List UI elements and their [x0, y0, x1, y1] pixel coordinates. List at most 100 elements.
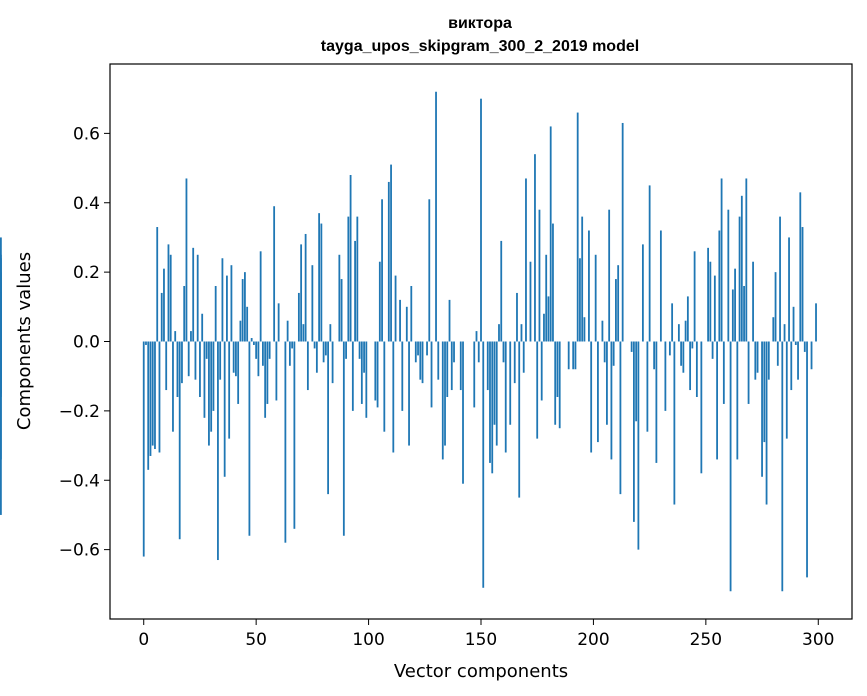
x-tick-label: 0 [138, 630, 149, 650]
bar [201, 313, 204, 342]
bar [673, 341, 676, 505]
bar [608, 209, 611, 342]
bar [217, 341, 219, 561]
bar [174, 331, 177, 342]
bar [331, 341, 334, 384]
bar [277, 303, 280, 342]
bar [450, 341, 453, 391]
bar [722, 341, 725, 404]
bar [360, 341, 363, 404]
bar [498, 324, 500, 342]
bar [381, 199, 383, 342]
bar [304, 233, 307, 342]
bar [221, 258, 224, 342]
bar [259, 251, 262, 342]
bar [792, 306, 795, 342]
bar [459, 341, 462, 391]
bar [235, 341, 237, 377]
bar [239, 320, 242, 342]
bar [356, 216, 359, 342]
bar [405, 306, 408, 342]
bar [349, 175, 352, 342]
bar [630, 341, 633, 352]
bar [275, 341, 278, 401]
bar [419, 341, 422, 380]
bar [358, 341, 361, 359]
bar [160, 292, 163, 342]
bar [776, 341, 779, 366]
bar [322, 341, 325, 363]
x-tick-label: 100 [352, 630, 384, 650]
bar [489, 341, 491, 463]
bar [338, 254, 341, 342]
bar [178, 341, 181, 540]
chart-subtitle: tayga_upos_skipgram_300_2_2019 model [321, 38, 639, 55]
bar [516, 292, 518, 342]
bar [534, 154, 536, 342]
bar [740, 195, 743, 342]
bar [579, 258, 581, 342]
bar [194, 341, 197, 380]
bar [763, 341, 766, 443]
bar [158, 341, 161, 453]
bar [441, 341, 444, 460]
bar [493, 341, 496, 425]
bar [500, 240, 503, 342]
bar [549, 126, 552, 342]
bar [554, 341, 557, 425]
bar [181, 341, 183, 384]
bar [246, 306, 249, 342]
bar [306, 341, 309, 391]
bar [176, 341, 179, 397]
bar [574, 341, 577, 370]
bar [241, 279, 244, 342]
bar [262, 341, 264, 366]
bar [686, 296, 689, 342]
bar [646, 341, 649, 432]
bar [729, 341, 732, 592]
bar [410, 286, 413, 342]
bar [390, 164, 392, 342]
bar [504, 341, 507, 453]
bar [253, 341, 255, 345]
bar [320, 223, 323, 342]
bar [342, 341, 345, 536]
bar [421, 341, 424, 384]
bar [430, 341, 433, 408]
bar [315, 341, 318, 373]
bar [340, 279, 343, 342]
bar [594, 254, 597, 342]
bar [147, 341, 150, 470]
bar [444, 341, 446, 446]
bar [731, 289, 734, 342]
bar [680, 341, 683, 366]
bar [255, 341, 258, 359]
bar [659, 230, 662, 342]
bar [219, 341, 222, 380]
bar [635, 341, 638, 422]
axes-frame [109, 63, 853, 620]
bar [738, 216, 741, 342]
bar [711, 341, 714, 359]
bar [606, 341, 608, 425]
bar [365, 341, 368, 418]
bar [190, 331, 192, 342]
bar [747, 341, 750, 404]
bar [453, 341, 455, 363]
bar [707, 247, 709, 342]
bar [273, 206, 276, 342]
bar [0, 292, 2, 342]
bar [154, 341, 156, 450]
y-tick-label: 0.4 [73, 194, 100, 214]
bar [318, 213, 321, 342]
bar [799, 192, 802, 342]
bar [268, 341, 271, 359]
bar [172, 341, 174, 432]
bar [266, 341, 269, 404]
bar [480, 98, 482, 342]
bar [257, 341, 260, 377]
bar [230, 265, 233, 342]
bar [383, 341, 386, 432]
bar [232, 341, 235, 373]
bar [689, 341, 692, 391]
